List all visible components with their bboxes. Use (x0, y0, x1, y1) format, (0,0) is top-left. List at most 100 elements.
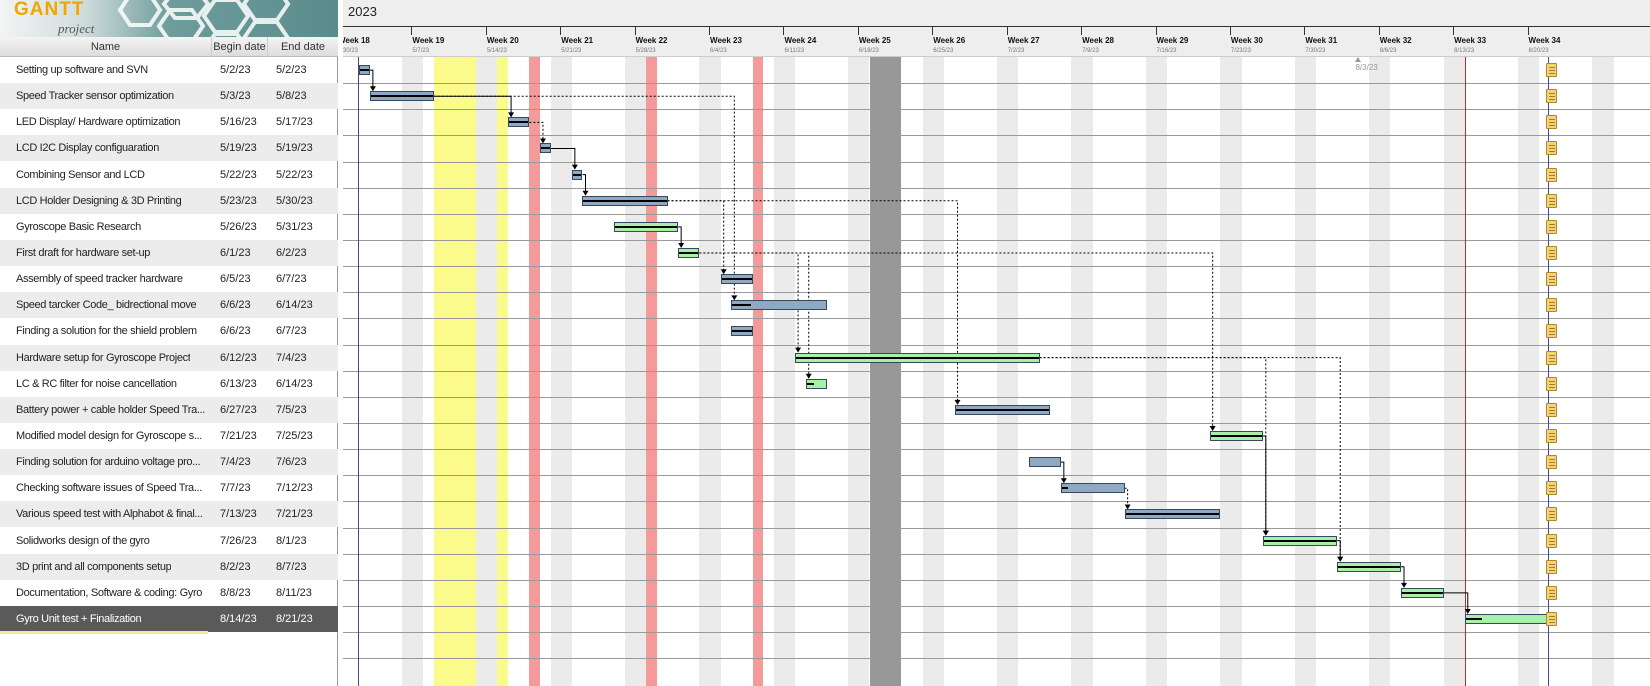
notes-icon[interactable] (1546, 402, 1557, 417)
task-bar[interactable] (678, 248, 700, 259)
week-header: Week 31 7/30/23 (1304, 27, 1379, 57)
task-bar[interactable] (539, 143, 551, 154)
notes-icon[interactable] (1546, 612, 1557, 626)
task-name: Hardware setup for Gyroscope Project (16, 351, 191, 364)
notes-icon[interactable] (1546, 559, 1557, 574)
task-end-date: 7/21/23 (276, 508, 313, 521)
task-bar[interactable] (720, 274, 753, 285)
task-bar[interactable] (795, 352, 1040, 363)
notes-icon[interactable] (1546, 272, 1557, 287)
notes-icon[interactable] (1546, 193, 1557, 208)
table-row[interactable]: 3D print and all components setup 8/2/23 8… (0, 553, 338, 580)
task-bar[interactable] (1060, 483, 1125, 494)
notes-icon[interactable] (1546, 89, 1557, 104)
column-header-name[interactable]: Name (0, 37, 212, 57)
task-name: Solidworks design of the gyro (16, 534, 150, 547)
triangle-marker-icon (1355, 57, 1362, 62)
table-row[interactable]: Speed tarcker Code_ bidrectional move 6/6… (0, 292, 338, 319)
task-bar[interactable] (571, 169, 583, 180)
task-bar[interactable] (1124, 509, 1221, 520)
week-date: 7/9/23 (1082, 48, 1099, 54)
task-end-date: 8/7/23 (276, 560, 307, 573)
notes-icon[interactable] (1546, 246, 1557, 261)
notes-icon[interactable] (1546, 533, 1557, 548)
notes-icon[interactable] (1546, 141, 1557, 156)
task-bar[interactable] (1209, 431, 1263, 442)
table-row[interactable]: Solidworks design of the gyro 7/26/23 8/1/… (0, 528, 338, 554)
task-progress (615, 225, 678, 228)
table-row[interactable]: Hardware setup for Gyroscope Project 6/12… (0, 344, 338, 371)
notes-icon[interactable] (1546, 324, 1557, 339)
notes-icon[interactable] (1546, 298, 1557, 313)
task-bar[interactable] (1262, 535, 1338, 546)
task-bar[interactable] (954, 404, 1051, 415)
row-divider (343, 579, 1650, 581)
table-row[interactable]: Gyro Unit test + Finalization 8/14/23 8/21… (0, 605, 338, 634)
week-label: Week 23 (710, 36, 742, 45)
table-row[interactable]: Modified model design for Gyroscope s...… (0, 423, 338, 449)
task-bar[interactable] (508, 117, 530, 128)
task-bar[interactable] (1337, 561, 1401, 572)
task-begin-date: 7/21/23 (220, 429, 257, 442)
notes-icon[interactable] (1546, 507, 1557, 522)
table-row[interactable]: First draft for hardware set-up 6/1/23 6/2… (0, 239, 338, 266)
notes-icon[interactable] (1546, 481, 1557, 496)
task-name: Finding solution for arduino voltage pro… (16, 456, 201, 469)
task-name: Gyro Unit test + Finalization (16, 612, 142, 625)
task-end-date: 5/30/23 (276, 194, 313, 207)
task-bar[interactable] (582, 195, 668, 206)
table-row[interactable]: Finding a solution for the shield proble… (0, 318, 338, 344)
task-progress (509, 121, 529, 124)
task-begin-date: 6/6/23 (220, 325, 251, 338)
notes-icon[interactable] (1546, 115, 1557, 130)
notes-icon[interactable] (1546, 63, 1557, 78)
task-bar[interactable] (359, 65, 370, 76)
table-row[interactable]: Finding solution for arduino voltage pro… (0, 449, 338, 476)
task-progress (572, 173, 582, 176)
table-row[interactable]: Assembly of speed tracker hardware 6/5/23… (0, 266, 338, 292)
table-row[interactable]: Checking software issues of Speed Tra...… (0, 475, 338, 501)
table-row[interactable]: Various speed test with Alphabot & final… (0, 501, 338, 528)
task-bar[interactable] (614, 221, 679, 232)
table-row[interactable]: Gyroscope Basic Research 5/26/23 5/31/23 (0, 214, 338, 240)
task-bar[interactable] (369, 91, 434, 102)
table-row[interactable]: Documentation, Software & coding: Gyro 8/… (0, 580, 338, 606)
task-bar[interactable] (1464, 614, 1550, 624)
task-end-date: 5/8/23 (276, 90, 307, 103)
column-header-begin-date[interactable]: Begin date (212, 37, 268, 57)
notes-icon[interactable] (1546, 585, 1557, 600)
column-header-end-date[interactable]: End date (280, 41, 326, 53)
arrowhead-icon (1209, 426, 1216, 432)
week-label: Week 30 (1230, 36, 1263, 45)
table-row[interactable]: LCD Holder Designing & 3D Printing 5/23/2… (0, 187, 338, 214)
notes-icon[interactable] (1546, 455, 1557, 470)
task-bar[interactable] (805, 378, 827, 389)
table-row[interactable]: Setting up software and SVN 5/2/23 5/2/23 (0, 57, 338, 83)
table-row[interactable]: LED Display/ Hardware optimization 5/16/2… (0, 109, 338, 135)
table-row[interactable]: Speed Tracker sensor optimization 5/3/23 5… (0, 83, 338, 110)
task-bar[interactable] (731, 300, 827, 311)
notes-icon[interactable] (1546, 376, 1557, 391)
notes-icon[interactable] (1546, 167, 1557, 182)
marker-label: 8/3/23 (1355, 63, 1378, 72)
task-progress (370, 95, 433, 98)
notes-icon[interactable] (1546, 350, 1557, 365)
task-name: Documentation, Software & coding: Gyro (16, 586, 203, 599)
week-date: 8/6/23 (1379, 48, 1397, 54)
task-bar[interactable] (731, 326, 753, 337)
task-bar[interactable] (1401, 587, 1444, 598)
task-progress (360, 69, 369, 72)
notes-icon[interactable] (1546, 219, 1557, 234)
table-row[interactable]: Battery power + cable holder Speed Tra..… (0, 396, 338, 423)
gantt-chart[interactable]: 2023 Week 18 4/30/23 Week 19 5/7/23 Week 20 5… (343, 0, 1650, 686)
table-row[interactable]: Combining Sensor and LCD 5/22/23 5/22/23 (0, 162, 338, 188)
week-date: 6/18/23 (858, 48, 879, 54)
table-row[interactable]: LCD I2C Display configuaration 5/19/23 5/1… (0, 135, 338, 162)
dependency-line (1039, 357, 1341, 561)
task-bar[interactable] (1028, 457, 1061, 468)
row-divider (343, 658, 1650, 660)
task-end-date: 7/12/23 (276, 482, 313, 495)
table-row[interactable]: LC & RC filter for noise cancellation 6/1… (0, 371, 338, 397)
notes-icon[interactable] (1546, 429, 1557, 444)
row-divider (343, 135, 1650, 137)
